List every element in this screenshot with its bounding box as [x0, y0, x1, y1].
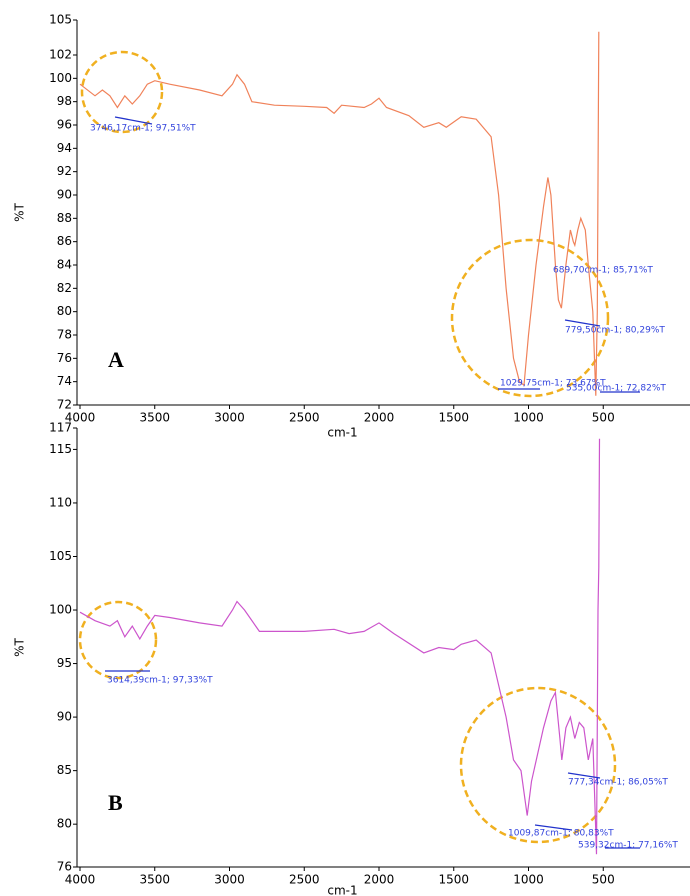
- x-tick-label: 2000: [364, 411, 395, 425]
- y-tick-label: 84: [57, 258, 72, 272]
- x-tick-label: 500: [592, 873, 615, 887]
- peak-annotation: 777,34cm-1; 86,05%T: [568, 778, 668, 788]
- y-tick-label: 78: [57, 328, 72, 342]
- y-axis-label: %T: [13, 202, 27, 221]
- x-tick-label: 2500: [289, 411, 320, 425]
- x-tick-label: 2000: [364, 873, 395, 887]
- x-tick-label: 4000: [65, 873, 96, 887]
- peak-marker: [567, 772, 601, 779]
- x-axis-label: cm-1: [327, 426, 357, 440]
- y-tick-label: 98: [57, 94, 72, 108]
- x-tick-label: 2500: [289, 873, 320, 887]
- x-tick-label: 1000: [513, 411, 544, 425]
- y-tick-label: 105: [49, 549, 72, 563]
- x-tick-label: 1500: [438, 411, 469, 425]
- x-tick-label: 500: [592, 411, 615, 425]
- x-tick-label: 3500: [139, 873, 170, 887]
- highlight-circle: [80, 50, 164, 134]
- x-axis-label: cm-1: [327, 884, 357, 896]
- y-tick-label: 88: [57, 211, 72, 225]
- y-tick-label: 117: [49, 421, 72, 435]
- peak-annotation: 1009,87cm-1; 80,83%T: [508, 829, 614, 839]
- y-tick-label: 92: [57, 164, 72, 178]
- y-tick-label: 102: [49, 48, 72, 62]
- peak-marker: [564, 319, 601, 327]
- peak-annotation: 535,00cm-1; 72,82%T: [566, 384, 666, 394]
- x-tick-label: 4000: [65, 411, 96, 425]
- y-tick-label: 86: [57, 234, 72, 248]
- spectrum-line: [79, 438, 601, 855]
- peak-annotation: 689,70cm-1; 85,71%T: [553, 266, 653, 276]
- y-tick-label: 94: [57, 141, 72, 155]
- y-tick-label: 90: [57, 188, 72, 202]
- x-tick-label: 3000: [214, 873, 245, 887]
- panel-label: A: [108, 347, 124, 372]
- y-tick-label: 85: [57, 763, 72, 777]
- highlight-circle: [450, 238, 610, 398]
- y-tick-label: 80: [57, 817, 72, 831]
- y-tick-label: 100: [49, 603, 72, 617]
- peak-marker: [114, 116, 153, 125]
- highlight-circle: [459, 686, 617, 844]
- y-tick-label: 105: [49, 13, 72, 27]
- highlight-circle: [78, 600, 158, 680]
- y-tick-label: 76: [57, 351, 72, 365]
- y-tick-label: 96: [57, 118, 72, 132]
- y-tick-label: 90: [57, 710, 72, 724]
- y-tick-label: 100: [49, 71, 72, 85]
- y-axis-label: %T: [13, 637, 27, 656]
- y-tick-label: 74: [57, 374, 72, 388]
- y-tick-label: 95: [57, 656, 72, 670]
- x-tick-label: 3000: [214, 411, 245, 425]
- y-tick-label: 110: [49, 495, 72, 509]
- y-tick-label: 80: [57, 304, 72, 318]
- panel-label: B: [108, 790, 123, 815]
- y-tick-label: 72: [57, 398, 72, 412]
- peak-annotation: 3614,39cm-1; 97,33%T: [107, 676, 213, 686]
- peak-annotation: 539,32cm-1; 77,16%T: [578, 841, 678, 851]
- peak-annotation: 779,50cm-1; 80,29%T: [565, 326, 665, 336]
- peak-annotation: 1029,75cm-1; 73,67%T: [500, 379, 606, 389]
- peak-marker: [534, 824, 573, 831]
- y-tick-label: 82: [57, 281, 72, 295]
- y-tick-label: 76: [57, 860, 72, 874]
- x-tick-label: 1500: [438, 873, 469, 887]
- peak-annotation: 3746,17cm-1; 97,51%T: [90, 124, 196, 134]
- y-tick-label: 115: [49, 442, 72, 456]
- x-tick-label: 1000: [513, 873, 544, 887]
- spectrum-line: [79, 31, 600, 396]
- x-tick-label: 3500: [139, 411, 170, 425]
